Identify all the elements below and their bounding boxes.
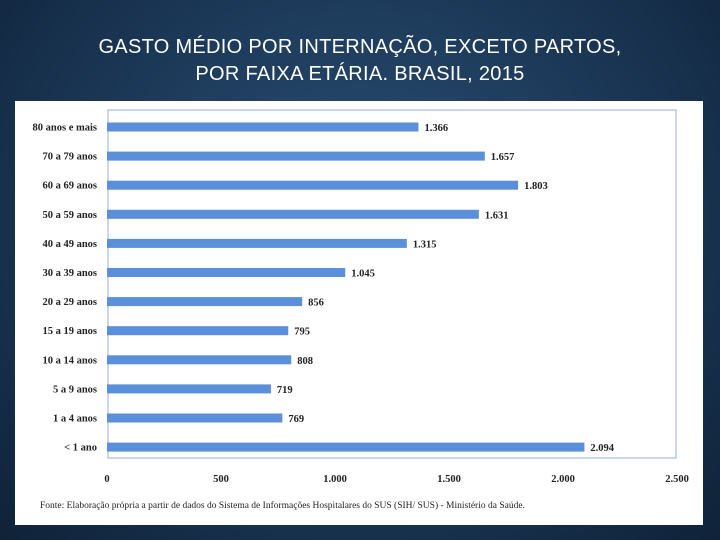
category-label-2: 60 a 69 anos	[42, 181, 97, 192]
x-tick-label-5: 2.500	[665, 474, 689, 485]
bar-9	[107, 384, 271, 394]
value-label-0: 1.366	[424, 123, 448, 134]
x-tick-label-3: 1.500	[437, 474, 461, 485]
x-tick-label-2: 1.000	[323, 474, 347, 485]
category-label-6: 20 a 29 anos	[42, 297, 97, 308]
value-label-6: 856	[308, 298, 324, 309]
bar-4	[107, 238, 407, 248]
bar-1	[107, 151, 485, 161]
bar-7	[107, 326, 289, 336]
value-label-4: 1.315	[413, 239, 437, 250]
bar-8	[107, 355, 292, 365]
category-label-11: < 1 ano	[64, 443, 97, 454]
source-note: Fonte: Elaboração própria a partir de da…	[40, 501, 525, 511]
title-line-2: POR FAIXA ETÁRIA. BRASIL, 2015	[195, 63, 525, 85]
category-label-5: 30 a 39 anos	[42, 268, 97, 279]
bar-11	[107, 442, 585, 452]
slide-title: GASTO MÉDIO POR INTERNAÇÃO, EXCETO PARTO…	[0, 34, 720, 88]
category-label-1: 70 a 79 anos	[42, 152, 97, 163]
category-label-8: 10 a 14 anos	[42, 355, 97, 366]
value-label-10: 769	[288, 414, 304, 425]
chart-panel: 80 anos e mais 1.366 70 a 79 anos 1.657 60 a…	[15, 101, 703, 525]
bar-chart: 80 anos e mais 1.366 70 a 79 anos 1.657 60 a…	[33, 109, 689, 485]
category-label-9: 5 a 9 anos	[53, 384, 97, 395]
value-label-11: 2.094	[590, 443, 614, 454]
value-label-1: 1.657	[491, 152, 515, 163]
bar-3	[107, 209, 479, 219]
value-label-8: 808	[297, 356, 313, 367]
title-line-1: GASTO MÉDIO POR INTERNAÇÃO, EXCETO PARTO…	[98, 36, 622, 58]
plot-frame	[107, 109, 677, 459]
value-label-2: 1.803	[524, 181, 548, 192]
value-label-9: 719	[277, 385, 293, 396]
category-label-0: 80 anos e mais	[33, 123, 97, 134]
bar-0	[107, 122, 419, 132]
value-label-7: 795	[294, 327, 310, 338]
category-label-4: 40 a 49 anos	[42, 239, 97, 250]
category-label-3: 50 a 59 anos	[42, 210, 97, 221]
category-label-7: 15 a 19 anos	[42, 326, 97, 337]
bar-2	[107, 180, 519, 190]
x-tick-label-1: 500	[213, 474, 229, 485]
x-tick-label-4: 2.000	[551, 474, 575, 485]
bar-6	[107, 297, 303, 307]
value-label-5: 1.045	[351, 269, 375, 280]
x-tick-label-0: 0	[104, 474, 109, 485]
bar-5	[107, 268, 346, 277]
category-label-10: 1 a 4 anos	[53, 414, 97, 425]
value-label-3: 1.631	[485, 210, 509, 221]
bar-10	[107, 413, 283, 423]
